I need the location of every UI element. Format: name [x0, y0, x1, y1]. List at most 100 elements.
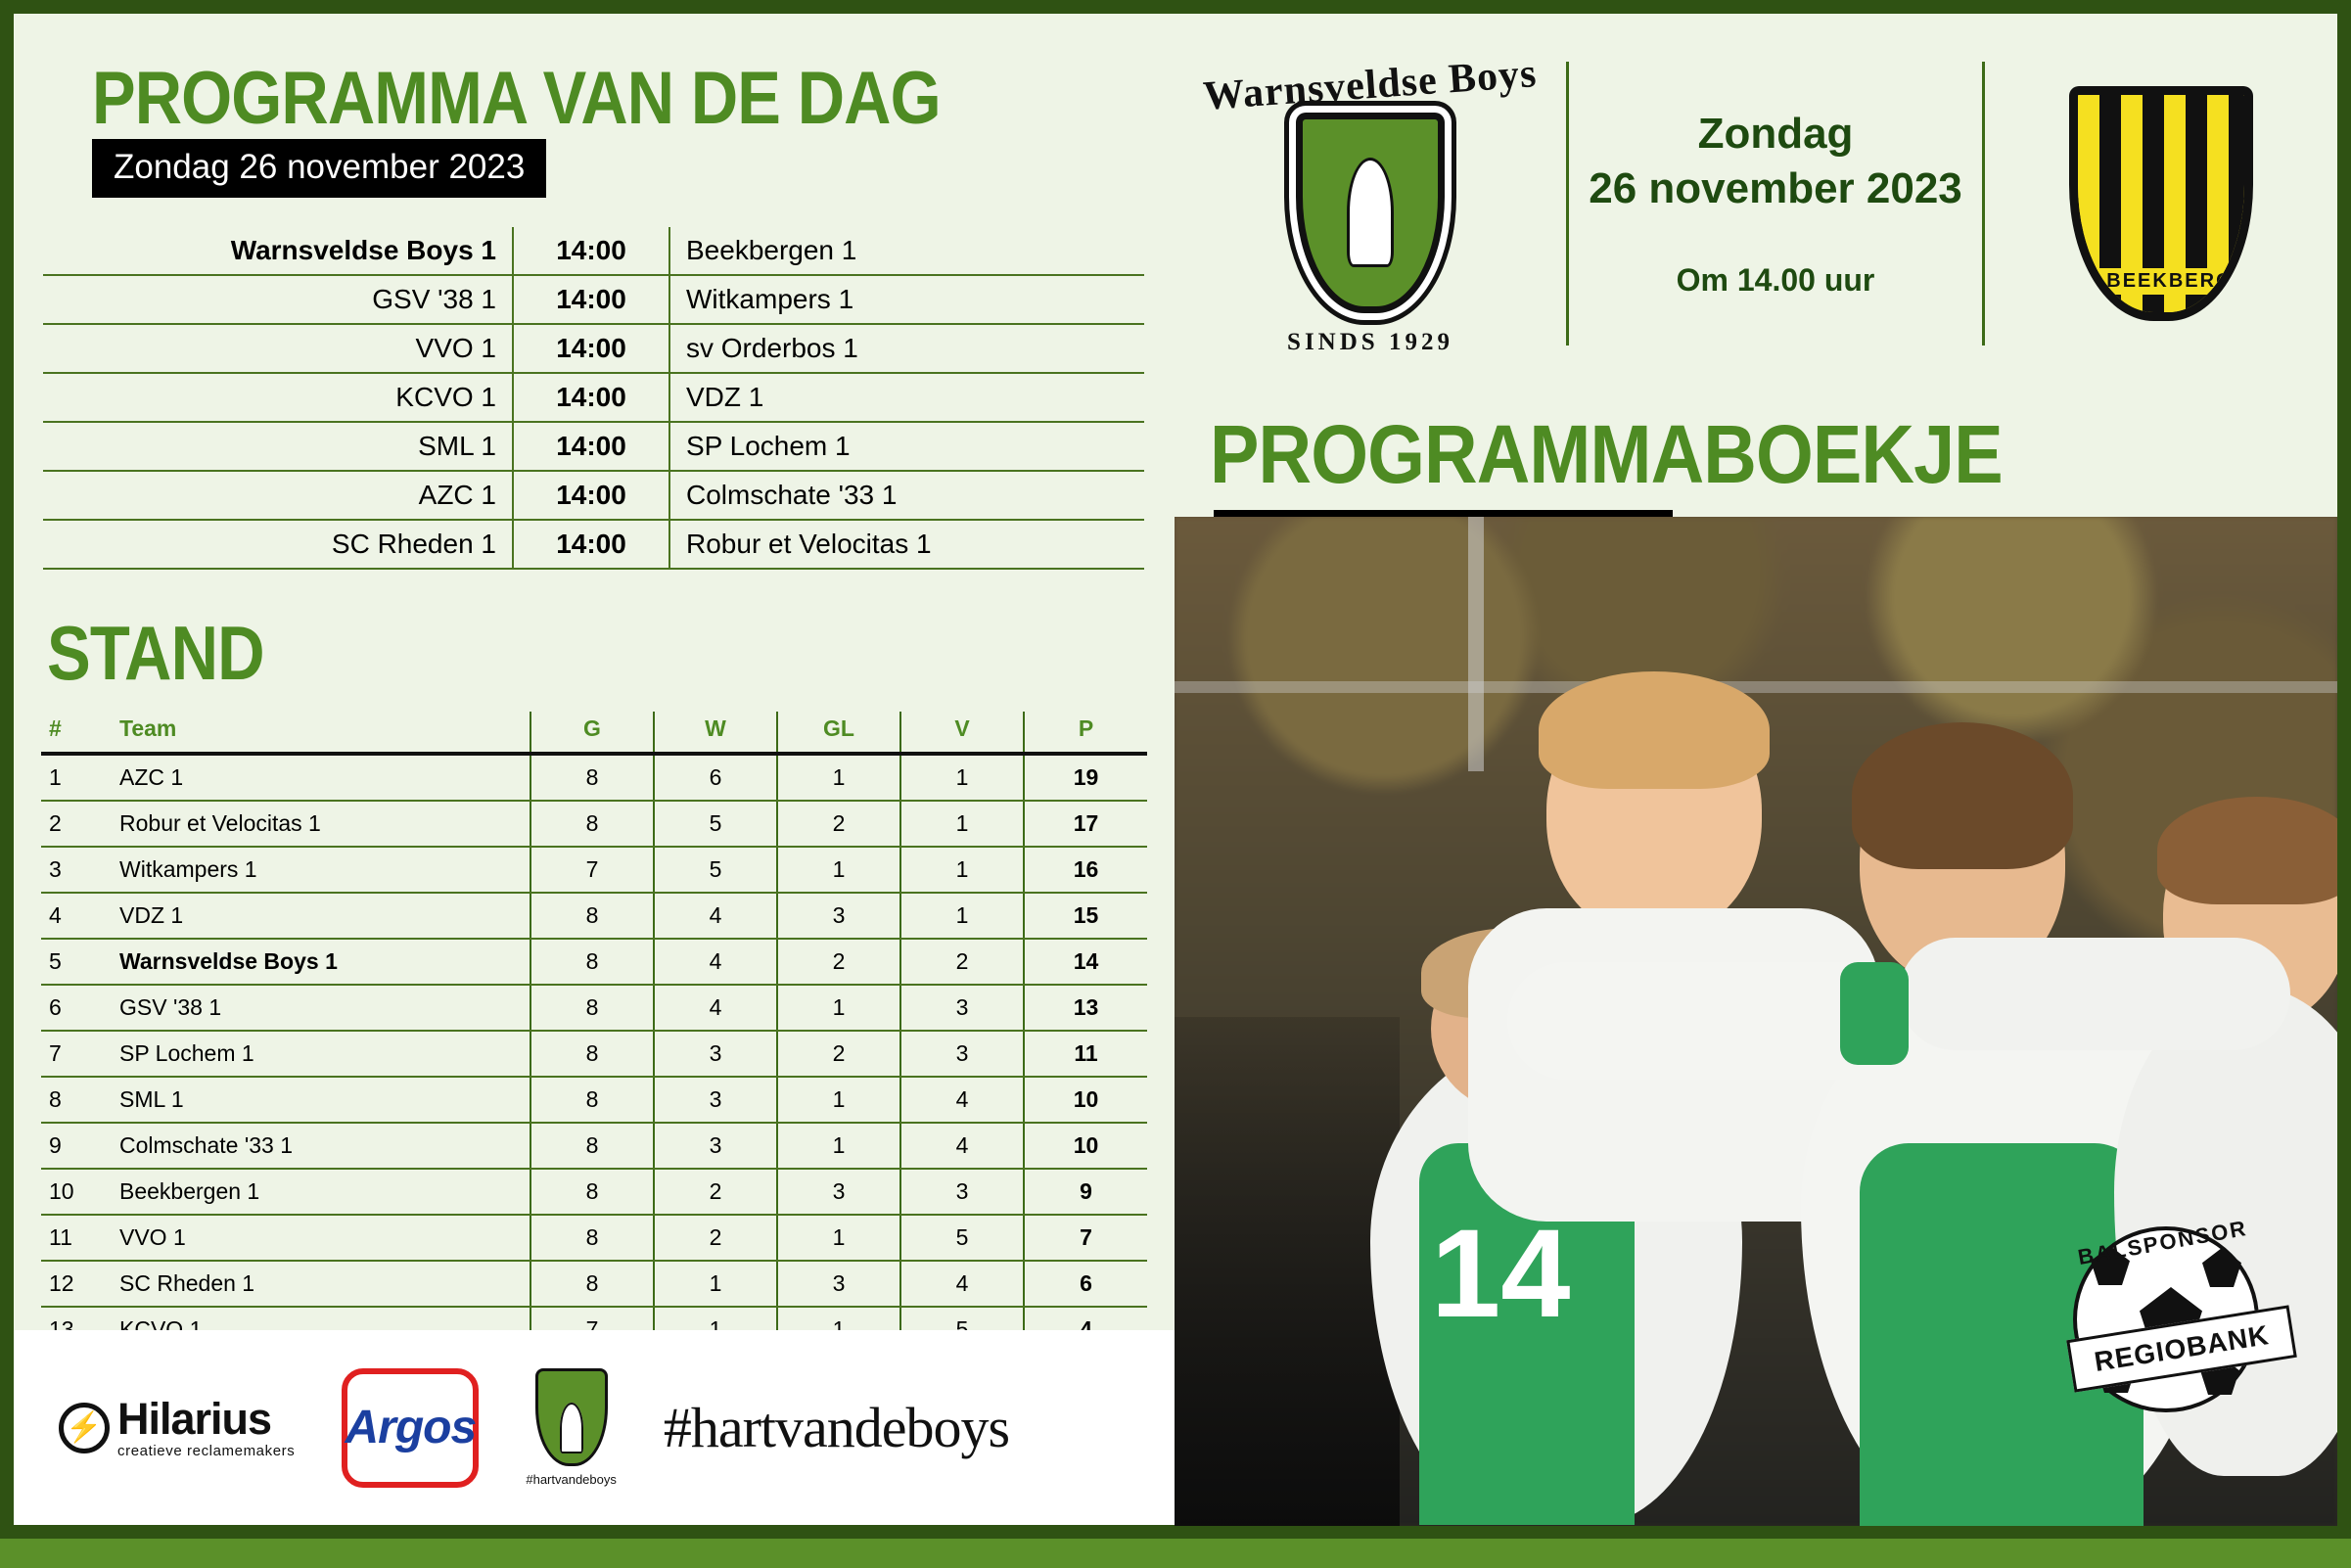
standings-draws: 3 — [776, 1168, 900, 1216]
page-title: PROGRAMMA VAN DE DAG — [92, 62, 1044, 136]
table-row: 1 AZC 1 8 6 1 1 19 — [41, 753, 1147, 802]
standings-table: # Team G W GL V P 1 AZC 1 8 6 1 1 19 — [41, 711, 1147, 1400]
standings-wins: 5 — [653, 846, 777, 894]
standings-rank: 6 — [41, 984, 98, 1032]
schedule-home-team: SML 1 — [43, 421, 514, 472]
table-row: 3 Witkampers 1 7 5 1 1 16 — [41, 846, 1147, 894]
match-date: 26 november 2023 — [1589, 163, 1962, 212]
standings-draws: 2 — [776, 938, 900, 986]
standings-rank: 12 — [41, 1260, 98, 1308]
standings-points: 7 — [1023, 1214, 1147, 1262]
schedule-row: SML 1 14:00 SP Lochem 1 — [43, 421, 1144, 472]
players-group: 14 — [1175, 517, 2337, 1526]
standings-wins: 4 — [653, 892, 777, 940]
divider-right — [1982, 62, 1985, 346]
standings-losses: 1 — [899, 846, 1024, 894]
frame-top-border — [0, 0, 2351, 14]
standings-points: 13 — [1023, 984, 1147, 1032]
frame-bottom-dark-border — [0, 1525, 2351, 1539]
standings-header: # Team G W GL V P — [41, 711, 1147, 756]
schedule-away-team: Witkampers 1 — [669, 274, 1144, 325]
divider-left — [1566, 62, 1569, 346]
home-club-name: Warnsveldse Boys — [1202, 50, 1539, 119]
standings-draws: 1 — [776, 1214, 900, 1262]
table-row: 5 Warnsveldse Boys 1 8 4 2 2 14 — [41, 938, 1147, 986]
standings-games: 8 — [530, 938, 654, 986]
schedule-table-body: Warnsveldse Boys 1 14:00 Beekbergen 1 GS… — [43, 226, 1144, 570]
standings-draws: 3 — [776, 892, 900, 940]
schedule-away-team: SP Lochem 1 — [669, 421, 1144, 472]
standings-games: 8 — [530, 892, 654, 940]
player-jersey-number: 14 — [1431, 1204, 1571, 1344]
mercury-figure-icon — [559, 1403, 583, 1453]
match-info: Zondag 26 november 2023 Om 14.00 uur — [1569, 110, 1982, 299]
standings-team: AZC 1 — [98, 753, 530, 802]
ball-sponsor-badge: BALSPONSOR REGIOBANK — [2063, 1216, 2297, 1416]
goal-crossbar — [1175, 681, 2337, 693]
sponsor-hilarius-logo: ⚡ Hilarius creatieve reclamemakers — [59, 1397, 295, 1458]
standings-wins: 3 — [653, 1122, 777, 1170]
standings-wins: 4 — [653, 984, 777, 1032]
away-club-name: V.V. BEEKBERGEN — [2078, 268, 2244, 295]
schedule-row: SC Rheden 1 14:00 Robur et Velocitas 1 — [43, 519, 1144, 570]
schedule-away-team: VDZ 1 — [669, 372, 1144, 423]
table-row: 7 SP Lochem 1 8 3 2 3 11 — [41, 1030, 1147, 1078]
standings-wins: 1 — [653, 1260, 777, 1308]
standings-points: 10 — [1023, 1076, 1147, 1124]
standings-rank: 8 — [41, 1076, 98, 1124]
standings-games: 7 — [530, 846, 654, 894]
standings-rank: 10 — [41, 1168, 98, 1216]
goal-post — [1468, 517, 1484, 771]
standings-losses: 4 — [899, 1122, 1024, 1170]
standings-draws: 1 — [776, 1122, 900, 1170]
home-club-founded: SINDS 1929 — [1287, 328, 1453, 355]
standings-rank: 4 — [41, 892, 98, 940]
standings-col-rank: # — [41, 711, 98, 756]
standings-games: 8 — [530, 1214, 654, 1262]
standings-rank: 9 — [41, 1122, 98, 1170]
standings-wins: 3 — [653, 1030, 777, 1078]
standings-team: Colmschate '33 1 — [98, 1122, 530, 1170]
shield-icon — [534, 1368, 608, 1466]
standings-points: 6 — [1023, 1260, 1147, 1308]
standings-losses: 1 — [899, 892, 1024, 940]
match-time: Om 14.00 uur — [1676, 261, 1875, 298]
schedule-table: Warnsveldse Boys 1 14:00 Beekbergen 1 GS… — [43, 226, 1144, 570]
standings-games: 8 — [530, 1260, 654, 1308]
schedule-time: 14:00 — [513, 421, 670, 472]
schedule-away-team: Beekbergen 1 — [669, 226, 1144, 276]
schedule-time: 14:00 — [513, 519, 670, 570]
away-club-logo: V.V. BEEKBERGEN — [1985, 86, 2337, 321]
standings-losses: 1 — [899, 753, 1024, 802]
standings-points: 10 — [1023, 1122, 1147, 1170]
schedule-away-team: Colmschate '33 1 — [669, 470, 1144, 521]
frame-left-border — [0, 14, 14, 1525]
standings-team: GSV '38 1 — [98, 984, 530, 1032]
shield-icon: V.V. BEEKBERGEN — [2069, 86, 2253, 321]
home-club-logo: Warnsveldse Boys SINDS 1929 — [1175, 50, 1566, 356]
standings-wins: 2 — [653, 1214, 777, 1262]
standings-losses: 5 — [899, 1214, 1024, 1262]
sponsor-argos-logo: Argos — [342, 1367, 480, 1488]
standings-draws: 1 — [776, 846, 900, 894]
standings-points: 11 — [1023, 1030, 1147, 1078]
frame-bottom-border — [0, 1539, 2351, 1568]
standings-losses: 4 — [899, 1260, 1024, 1308]
standings-games: 8 — [530, 984, 654, 1032]
schedule-home-team: Warnsveldse Boys 1 — [43, 226, 514, 276]
standings-losses: 3 — [899, 1030, 1024, 1078]
standings-rank: 11 — [41, 1214, 98, 1262]
standings-rank: 3 — [41, 846, 98, 894]
page-title-word-1: PROGRAMMA — [92, 57, 527, 140]
standings-rank: 5 — [41, 938, 98, 986]
standings-games: 8 — [530, 1030, 654, 1078]
standings-rank: 7 — [41, 1030, 98, 1078]
schedule-row: KCVO 1 14:00 VDZ 1 — [43, 372, 1144, 423]
schedule-home-team: KCVO 1 — [43, 372, 514, 423]
standings-team: Warnsveldse Boys 1 — [98, 938, 530, 986]
shield-icon — [1296, 112, 1445, 313]
standings-team: SP Lochem 1 — [98, 1030, 530, 1078]
standings-col-draws: GL — [776, 711, 900, 756]
club-mini-logo: #hartvandeboys — [526, 1368, 617, 1487]
table-row: 8 SML 1 8 3 1 4 10 — [41, 1076, 1147, 1124]
